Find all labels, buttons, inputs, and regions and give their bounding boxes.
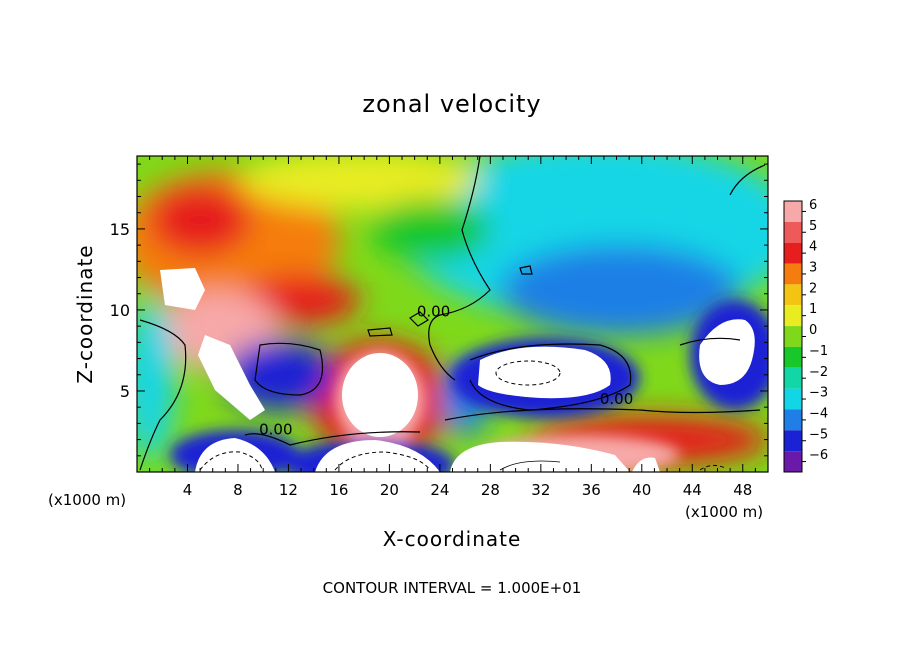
colorbar-swatch xyxy=(784,367,802,389)
x-tick-label: 32 xyxy=(531,481,550,499)
colorbar-swatch xyxy=(784,326,802,347)
x-tick-label: 20 xyxy=(380,481,399,499)
x-tick-label: 12 xyxy=(279,481,298,499)
y-tick-label: 5 xyxy=(120,382,130,401)
colorbar-label: 3 xyxy=(809,261,817,276)
x-tick-label: 8 xyxy=(233,481,243,499)
heatmap-field xyxy=(137,156,768,472)
colorbar-label: −3 xyxy=(809,386,828,401)
x-tick-label: 48 xyxy=(733,481,752,499)
colorbar-label: −1 xyxy=(809,344,828,359)
contour-label: 0.00 xyxy=(417,302,450,320)
colorbar: 6 5 4 3 2 1 0 −1 −2 −3 −4 −5 −6 xyxy=(783,198,828,473)
x-tick-label: 28 xyxy=(481,481,500,499)
colorbar-label: 1 xyxy=(809,302,817,317)
colorbar-swatch xyxy=(784,221,802,243)
colorbar-swatch xyxy=(784,409,802,431)
colorbar-swatch xyxy=(784,346,802,368)
colorbar-label: 0 xyxy=(809,323,817,338)
colorbar-label: −5 xyxy=(809,427,828,442)
x-tick-label: 4 xyxy=(183,481,193,499)
colorbar-swatch xyxy=(784,388,802,410)
contour-interval-note: CONTOUR INTERVAL = 1.000E+01 xyxy=(323,579,582,597)
colorbar-swatch xyxy=(784,242,802,264)
y-ticks: 5 10 15 xyxy=(110,163,768,457)
colorbar-swatch xyxy=(784,284,802,306)
x-ticks: 4 8 12 16 20 24 28 32 36 40 44 48 xyxy=(149,156,756,499)
colorbar-label: −6 xyxy=(809,448,828,463)
colorbar-swatch xyxy=(784,201,802,222)
contour-label: 0.00 xyxy=(259,421,292,439)
y-tick-label: 15 xyxy=(110,220,130,239)
y-tick-label: 10 xyxy=(110,301,130,320)
x-tick-label: 40 xyxy=(632,481,651,499)
chart-title: zonal velocity xyxy=(362,90,541,118)
x-tick-label: 44 xyxy=(683,481,702,499)
colorbar-label: −4 xyxy=(809,406,828,421)
colorbar-swatch xyxy=(784,451,802,472)
x-tick-label: 36 xyxy=(582,481,601,499)
colorbar-label: −2 xyxy=(809,365,828,380)
contour-label: 0.00 xyxy=(600,390,633,408)
colorbar-swatch xyxy=(784,430,802,452)
colorbar-label: 5 xyxy=(809,219,817,234)
colorbar-swatch xyxy=(784,305,802,327)
y-axis-label: Z-coordinate xyxy=(73,244,97,383)
colorbar-label: 6 xyxy=(809,198,817,213)
x-axis-label: X-coordinate xyxy=(383,527,522,551)
x-unit-label-left: (x1000 m) xyxy=(48,491,126,509)
x-unit-label-right: (x1000 m) xyxy=(685,503,763,521)
colorbar-swatch xyxy=(784,263,802,285)
colorbar-label: 2 xyxy=(809,281,817,296)
contour-labels: 0.00 0.00 0.00 xyxy=(259,302,633,438)
x-tick-label: 24 xyxy=(430,481,449,499)
colorbar-label: 4 xyxy=(809,240,817,255)
x-tick-label: 16 xyxy=(329,481,348,499)
